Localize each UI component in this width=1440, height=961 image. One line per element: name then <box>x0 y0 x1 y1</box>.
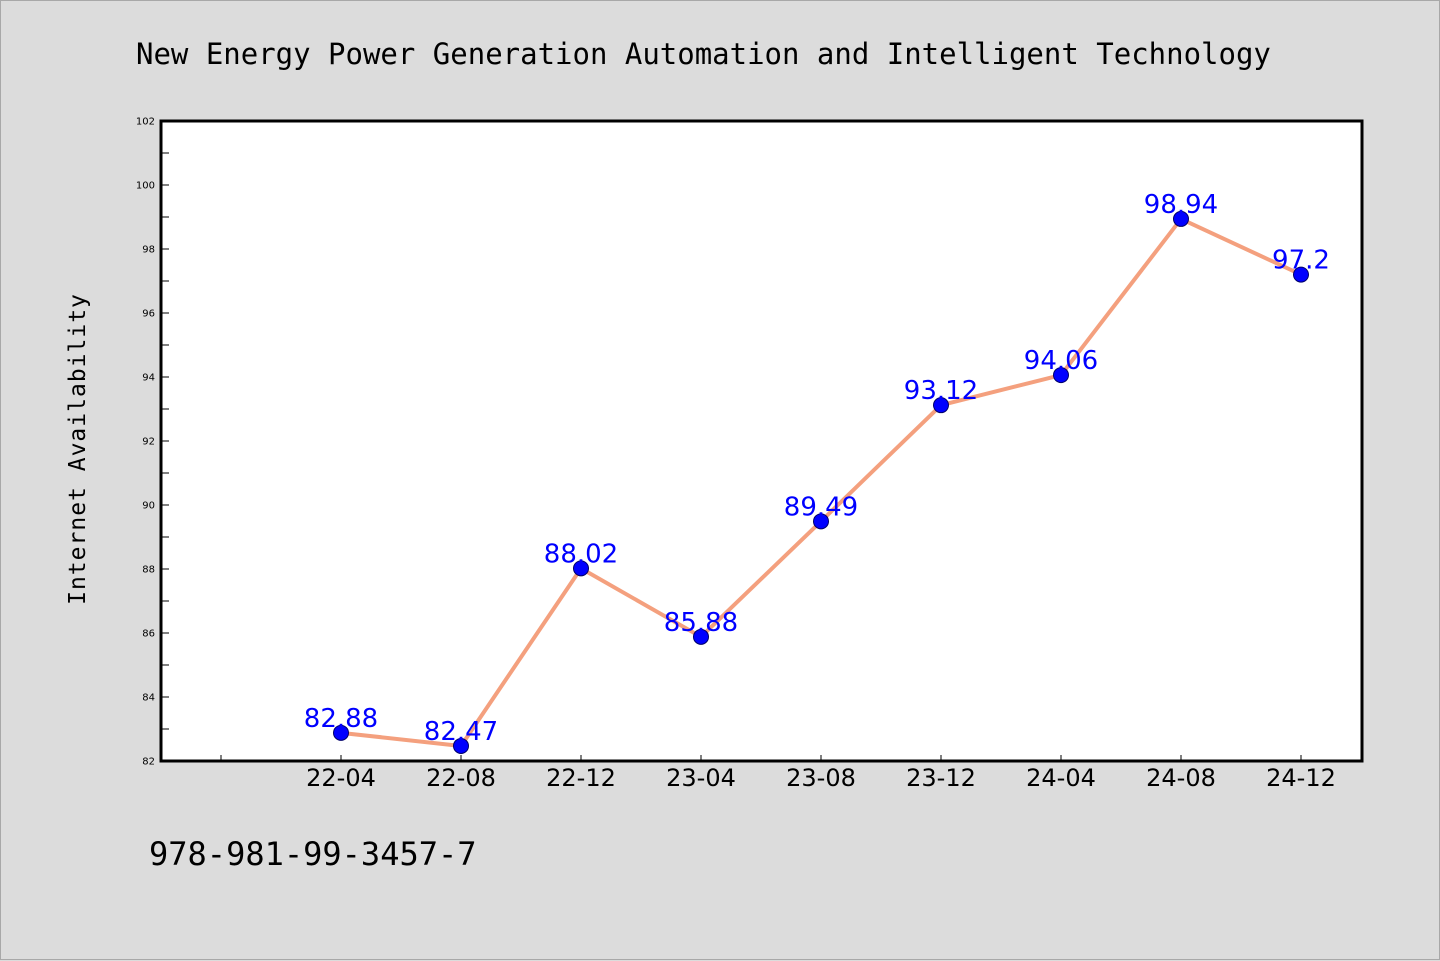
y-tick-label: 86 <box>142 629 155 640</box>
y-tick-label: 96 <box>142 309 155 320</box>
series-layer <box>333 210 1309 754</box>
y-tick-label: 94 <box>142 373 155 384</box>
data-point <box>453 737 469 754</box>
data-point <box>1053 367 1069 384</box>
y-tick-label: 102 <box>136 117 155 128</box>
data-point <box>573 560 589 577</box>
data-label: 97.2 <box>1272 246 1330 276</box>
data-point <box>813 513 829 530</box>
x-tick-label: 22-04 <box>306 764 376 792</box>
data-label: 98.94 <box>1144 190 1218 220</box>
data-point <box>933 397 949 414</box>
data-label: 82.47 <box>424 717 498 747</box>
y-tick-label: 84 <box>142 693 155 704</box>
y-tick-label: 100 <box>136 181 155 192</box>
chart-title: New Energy Power Generation Automation a… <box>136 37 1271 71</box>
y-tick-label: 88 <box>142 565 155 576</box>
data-label: 85.88 <box>664 608 738 638</box>
data-point <box>693 628 709 645</box>
x-tick-label: 24-04 <box>1026 764 1096 792</box>
footer-code: 978-981-99-3457-7 <box>149 835 477 873</box>
y-tick-label: 98 <box>142 245 155 256</box>
plot-area <box>159 119 1364 763</box>
x-tick-label: 23-04 <box>666 764 736 792</box>
x-tick-label: 23-12 <box>906 764 976 792</box>
y-axis: 82 84 86 88 90 92 94 96 98 100 102 <box>136 117 169 768</box>
data-point <box>1173 210 1189 227</box>
y-tick-label: 90 <box>142 501 155 512</box>
data-label: 88.02 <box>544 539 618 569</box>
x-tick-label: 22-08 <box>426 764 496 792</box>
x-tick-label: 23-08 <box>786 764 856 792</box>
x-tick-label: 24-08 <box>1146 764 1216 792</box>
data-label: 93.12 <box>904 376 978 406</box>
data-label: 94.06 <box>1024 346 1098 376</box>
y-axis-label: Internet Availability <box>65 293 91 605</box>
data-label: 82.88 <box>304 704 378 734</box>
y-tick-label: 82 <box>142 757 155 768</box>
x-tick-label: 24-12 <box>1266 764 1336 792</box>
data-label: 89.49 <box>784 492 858 522</box>
y-tick-label: 92 <box>142 437 155 448</box>
x-tick-label: 22-12 <box>546 764 616 792</box>
data-labels: 82.88 82.47 88.02 85.88 89.49 93.12 94.06 98.94… <box>304 190 1330 747</box>
data-point <box>1293 266 1309 283</box>
data-point <box>333 724 349 741</box>
x-axis: 22-04 22-08 22-12 23-04 23-08 23-12 24-04 24-08… <box>220 755 1336 792</box>
